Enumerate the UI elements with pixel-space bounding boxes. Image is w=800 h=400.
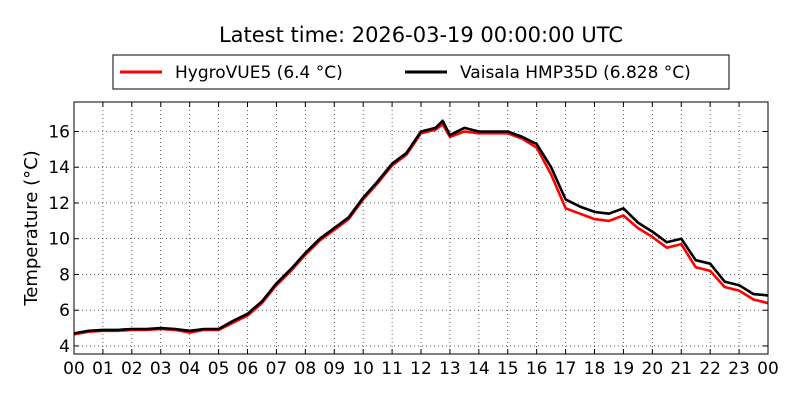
x-tick-label: 16 xyxy=(526,359,548,379)
y-tick-label: 16 xyxy=(48,122,70,142)
x-tick-label: 07 xyxy=(266,359,288,379)
x-tick-label: 18 xyxy=(584,359,606,379)
legend-label-vaisala: Vaisala HMP35D (6.828 °C) xyxy=(460,63,691,83)
series-line-vaisala xyxy=(73,119,769,335)
x-tick-label: 03 xyxy=(150,359,172,379)
x-tick-label: 10 xyxy=(352,359,374,379)
x-tick-label: 23 xyxy=(728,359,750,379)
x-tick-label: 14 xyxy=(468,359,490,379)
x-tick-label: 12 xyxy=(410,359,432,379)
grid xyxy=(74,102,768,354)
x-axis: 00 01 02 03 04 05 06 07 08 09 10 11 12 13 14 15 16 17 18 19… xyxy=(63,102,779,379)
x-tick-label: 00 xyxy=(63,359,85,379)
plot-frame xyxy=(73,101,769,355)
x-tick-label: 22 xyxy=(699,359,721,379)
series-lines xyxy=(73,119,769,336)
y-axis-label: Temperature (°C) xyxy=(21,150,42,306)
x-tick-label: 01 xyxy=(92,359,114,379)
chart-title: Latest time: 2026-03-19 00:00:00 UTC xyxy=(219,23,623,47)
legend: HygroVUE5 (6.4 °C) Vaisala HMP35D (6.828… xyxy=(112,54,730,90)
x-tick-label: 20 xyxy=(642,359,664,379)
x-tick-label: 13 xyxy=(439,359,461,379)
x-tick-label: 00 xyxy=(757,359,779,379)
series-line-hygrovue5 xyxy=(73,123,769,336)
x-tick-label: 02 xyxy=(121,359,143,379)
x-tick-label: 17 xyxy=(555,359,577,379)
x-tick-label: 05 xyxy=(208,359,230,379)
y-tick-label: 8 xyxy=(59,265,70,285)
y-tick-label: 10 xyxy=(48,230,70,250)
x-tick-label: 19 xyxy=(613,359,635,379)
y-axis: 4 6 8 10 12 14 16 xyxy=(48,122,768,357)
x-tick-label: 11 xyxy=(381,359,403,379)
y-tick-label: 4 xyxy=(59,337,70,357)
x-tick-label: 06 xyxy=(237,359,259,379)
y-tick-label: 14 xyxy=(48,158,70,178)
y-tick-label: 12 xyxy=(48,194,70,214)
x-tick-label: 09 xyxy=(323,359,345,379)
x-tick-label: 21 xyxy=(670,359,692,379)
legend-label-hygrovue5: HygroVUE5 (6.4 °C) xyxy=(175,63,343,83)
x-tick-label: 04 xyxy=(179,359,201,379)
y-tick-label: 6 xyxy=(59,301,70,321)
x-tick-label: 15 xyxy=(497,359,519,379)
x-tick-label: 08 xyxy=(295,359,317,379)
